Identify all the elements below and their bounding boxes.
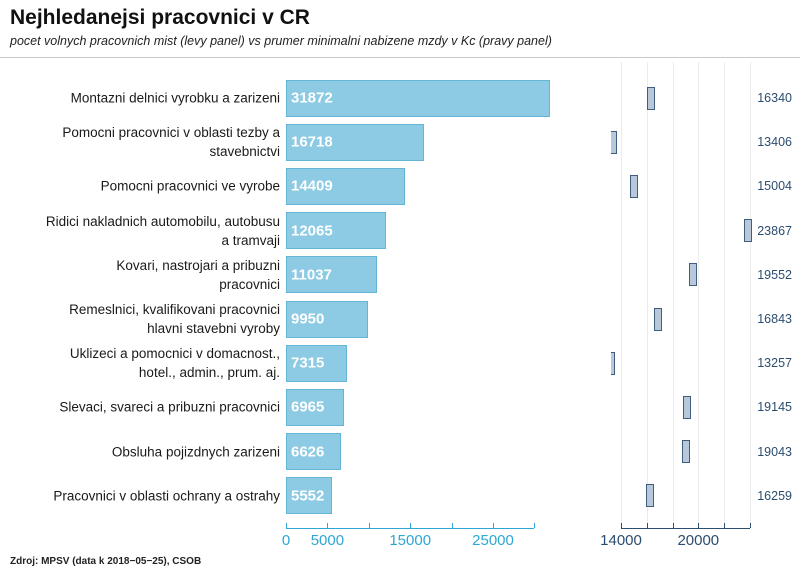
category-label: Pomocni pracovnici v oblasti tezby a stav…	[62, 123, 280, 161]
right-axis-tick	[698, 523, 700, 528]
right-axis-tick	[621, 523, 622, 528]
bar-value-label: 11037	[291, 266, 332, 284]
right-axis-tick	[672, 523, 674, 528]
bar-value-label: 14409	[291, 177, 333, 195]
category-label: Kovari, nastrojari a pribuzni pracovnici	[116, 256, 280, 294]
left-axis-tick	[534, 523, 536, 528]
left-axis-tick	[451, 523, 453, 528]
bar	[286, 300, 369, 338]
gridline	[698, 62, 700, 528]
wage-value-label: 19043	[757, 444, 792, 459]
gridline	[621, 62, 622, 528]
right-axis-line	[621, 528, 750, 529]
wage-marker-clip	[611, 60, 760, 528]
bar	[286, 344, 347, 382]
category-label: Ridici nakladnich automobilu, autobusu a …	[46, 212, 280, 250]
bar-value-label: 6965	[291, 398, 325, 416]
chart-subtitle: pocet volnych pracovnich mist (levy pane…	[10, 34, 552, 48]
gridline	[724, 62, 726, 528]
bar	[286, 256, 378, 294]
wage-marker	[688, 263, 697, 287]
category-label-line: Pomocni pracovnici ve vyrobe	[100, 178, 280, 194]
category-label: Pracovnici v oblasti ochrany a ostrahy	[53, 486, 280, 505]
wage-marker	[611, 351, 616, 375]
category-label: Obsluha pojizdnych zarizeni	[112, 442, 280, 461]
wage-value-label: 19145	[757, 400, 792, 415]
category-label-line: Kovari, nastrojari a pribuzni	[116, 257, 280, 273]
wage-marker	[681, 440, 690, 464]
wage-value-label: 13406	[757, 135, 792, 150]
wage-marker	[683, 395, 692, 419]
wage-marker	[653, 307, 662, 331]
category-label-line: hlavni stavebni vyroby	[147, 321, 280, 336]
category-label-line: Remeslnici, kvalifikovani pracovnici	[69, 302, 280, 317]
right-axis-tick	[646, 523, 648, 528]
bar-value-label: 16718	[291, 133, 333, 151]
wage-value-label: 16340	[757, 91, 792, 105]
wage-marker	[629, 174, 638, 198]
category-label: Uklizeci a pomocnici v domacnost., hotel.…	[70, 344, 280, 382]
bar	[286, 388, 344, 426]
category-label-line: Pracovnici v oblasti ochrany a ostrahy	[53, 488, 280, 504]
right-axis-tick	[724, 523, 726, 528]
left-axis-tick-label: 5000	[310, 532, 345, 549]
wage-marker	[744, 219, 753, 243]
bar-value-label: 12065	[291, 222, 333, 240]
bar-value-label: 9950	[291, 310, 325, 328]
left-axis-tick-label: 15000	[389, 532, 432, 549]
wage-value-label: 16843	[757, 312, 792, 326]
category-label-line: Montazni delnici vyrobku a zarizeni	[70, 90, 280, 106]
wage-value-label: 13257	[757, 356, 792, 371]
bar-value-label: 6626	[291, 443, 325, 461]
right-axis-tick-label: 14000	[600, 532, 642, 549]
bar-value-label: 7315	[291, 354, 325, 372]
category-label-line: Pomocni pracovnici v oblasti tezby a	[62, 125, 280, 141]
category-label: Montazni delnici vyrobku a zarizeni	[71, 89, 280, 108]
left-axis-tick	[327, 523, 329, 528]
bar	[286, 123, 425, 161]
category-label: Remeslnici, kvalifikovani pracovnici hlav…	[69, 300, 280, 338]
bar-value-label: 5552	[291, 487, 325, 505]
bar	[286, 433, 341, 471]
gridline	[646, 62, 648, 528]
category-label-line: stavebnictvi	[209, 144, 280, 160]
category-label-line: Slevaci, svareci a pribuzni pracovnici	[59, 399, 280, 415]
category-label-line: Uklizeci a pomocnici v domacnost.,	[69, 346, 280, 362]
wage-value-label: 16259	[757, 488, 792, 503]
gridline	[749, 62, 751, 528]
category-label-line: pracovnici	[219, 276, 280, 292]
wage-value-label: 23867	[757, 223, 792, 238]
category-label-line: Ridici nakladnich automobilu, autobusu	[45, 213, 280, 229]
wage-value-label: 19552	[757, 267, 792, 282]
wage-marker	[646, 484, 655, 508]
source-note: Zdroj: MPSV (data k 2018−05−25), CSOB	[10, 556, 202, 567]
left-axis-tick-label: 25000	[472, 532, 514, 549]
left-axis-tick	[368, 523, 370, 528]
right-axis-tick-label: 20000	[677, 532, 720, 549]
wage-value-label: 15004	[757, 179, 792, 194]
left-axis-tick	[410, 523, 412, 528]
category-label: Pomocni pracovnici ve vyrobe	[101, 177, 280, 196]
category-label-line: a tramvaji	[221, 232, 280, 248]
wage-marker	[647, 86, 656, 110]
bar	[286, 167, 406, 205]
bar	[286, 477, 332, 515]
left-axis-tick-label: 0	[281, 532, 291, 549]
right-axis-tick	[749, 523, 751, 528]
category-label-line: Obsluha pojizdnych zarizeni	[111, 444, 280, 460]
bar-value-label: 31872	[291, 89, 333, 107]
left-axis-tick	[493, 523, 494, 528]
category-label: Slevaci, svareci a pribuzni pracovnici	[59, 398, 280, 417]
gridline	[672, 62, 674, 528]
left-axis-tick	[286, 523, 287, 528]
category-label-line: hotel., admin., prum. aj.	[138, 365, 280, 381]
left-axis-line	[286, 528, 535, 529]
bar	[286, 212, 386, 250]
bar	[286, 79, 550, 117]
chart-title: Nejhledanejsi pracovnici v CR	[10, 6, 310, 29]
header-divider	[0, 57, 800, 58]
wage-marker	[611, 130, 618, 154]
